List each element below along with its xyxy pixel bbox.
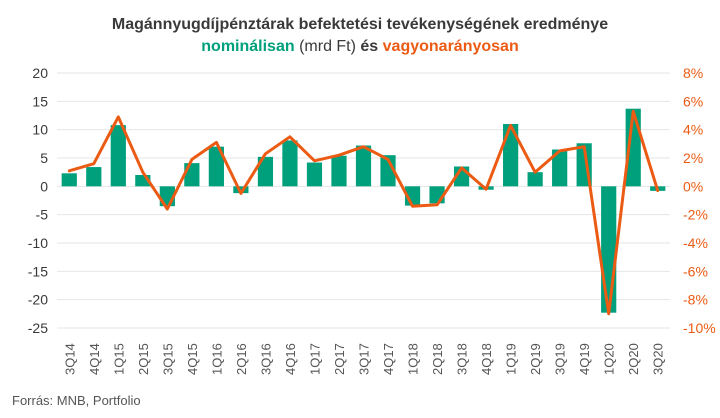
x-tick-label: 3Q17 [357, 343, 372, 375]
bar-3Q19 [552, 149, 568, 187]
x-tick-label: 1Q16 [209, 343, 224, 375]
x-tick-label: 4Q16 [283, 343, 298, 375]
bar-2Q17 [331, 155, 347, 187]
x-tick-label: 4Q18 [479, 343, 494, 375]
y-right-tick-label: 4% [683, 122, 703, 138]
y-left-tick-label: 5 [40, 150, 48, 166]
x-tick-label: 3Q18 [455, 343, 470, 375]
x-tick-label: 2Q19 [528, 343, 543, 375]
bar-1Q20 [601, 186, 617, 313]
x-tick-label: 1Q18 [406, 343, 421, 375]
y-right-tick-label: 6% [683, 93, 703, 109]
y-right-tick-label: 2% [683, 150, 703, 166]
bar-2Q16 [233, 186, 249, 194]
x-tick-label: 1Q17 [307, 343, 322, 375]
title-line-1: Magánnyugdíjpénztárak befektetési tevéke… [111, 16, 609, 33]
x-tick-label: 1Q15 [111, 343, 126, 375]
bar-4Q15 [184, 163, 200, 187]
bar-1Q15 [110, 125, 126, 187]
series-line-vagyonaranyosan [67, 109, 660, 316]
bar-4Q14 [86, 167, 102, 187]
x-tick-label: 1Q19 [504, 343, 519, 375]
y-left-tick-label: -5 [36, 207, 49, 223]
y-left-tick-label: -25 [28, 320, 48, 336]
y-left-tick-label: 20 [32, 65, 48, 81]
bar-1Q19 [503, 124, 519, 187]
x-tick-label: 3Q14 [62, 343, 77, 375]
y-right-tick-label: 0% [683, 178, 703, 194]
x-tick-label: 3Q20 [651, 343, 666, 375]
y-right-tick-label: -6% [683, 263, 708, 279]
bar-3Q16 [257, 156, 274, 187]
bar-1Q17 [306, 162, 323, 187]
title-series-nominal: nominálisan [201, 38, 295, 55]
y-right-tick-label: -4% [683, 235, 708, 251]
x-tick-label: 2Q16 [234, 343, 249, 375]
bar-3Q17 [355, 145, 372, 187]
bar-2Q15 [135, 175, 151, 187]
x-tick-label: 3Q19 [553, 343, 568, 375]
bar-3Q14 [61, 173, 77, 187]
title-series-proportional: vagyonarányosan [382, 38, 519, 55]
y-left-tick-label: -20 [28, 292, 48, 308]
x-tick-label: 1Q20 [602, 343, 617, 375]
source-note: Forrás: MNB, Portfolio [12, 393, 141, 408]
x-tick-label: 4Q15 [185, 343, 200, 375]
x-tick-label: 4Q14 [87, 343, 102, 375]
title-conjunction: és [360, 38, 379, 55]
y-left-tick-label: -10 [28, 235, 48, 251]
bar-4Q16 [282, 140, 298, 187]
chart-title: Magánnyugdíjpénztárak befektetési tevéke… [0, 14, 720, 58]
x-tick-label: 2Q20 [626, 343, 641, 375]
x-tick-label: 2Q15 [136, 343, 151, 375]
title-line-2: nominálisan (mrd Ft) és vagyonarányosan [0, 36, 720, 58]
y-right-tick-label: -8% [683, 292, 708, 308]
x-tick-label: 4Q19 [577, 343, 592, 375]
y-right-tick-label: -10% [683, 320, 716, 336]
x-tick-label: 2Q18 [430, 343, 445, 375]
x-tick-label: 4Q17 [381, 343, 396, 375]
title-unit: (mrd Ft) [299, 38, 356, 55]
x-tick-label: 2Q17 [332, 343, 347, 375]
y-left-tick-label: 15 [32, 93, 48, 109]
x-tick-label: 3Q16 [258, 343, 273, 375]
y-right-tick-label: 8% [683, 65, 703, 81]
y-left-tick-label: 0 [40, 178, 48, 194]
y-left-tick-label: 10 [32, 122, 48, 138]
y-right-tick-label: -2% [683, 207, 708, 223]
bar-1Q16 [208, 146, 224, 187]
bar-4Q17 [380, 155, 396, 187]
y-left-tick-label: -15 [28, 263, 48, 279]
bar-2Q19 [527, 172, 543, 187]
x-tick-label: 3Q15 [160, 343, 175, 375]
